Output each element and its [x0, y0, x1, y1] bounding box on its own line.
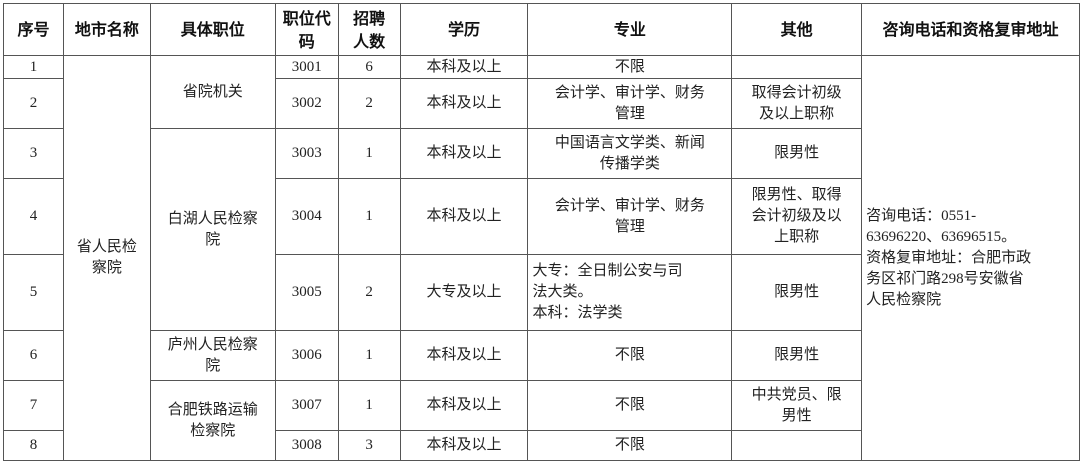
code-cell: 3004 — [274, 178, 339, 255]
other-cell: 限男性、取得 会计初级及以 上职称 — [731, 178, 863, 255]
header-code: 职位代 码 — [274, 3, 339, 56]
header-count: 招聘 人数 — [337, 3, 401, 56]
header-city: 地市名称 — [62, 3, 151, 56]
other-cell: 取得会计初级 及以上职称 — [731, 78, 863, 129]
education-cell: 本科及以上 — [399, 55, 529, 79]
header-major: 专业 — [527, 3, 733, 56]
code-cell: 3001 — [274, 55, 339, 79]
seq-cell: 8 — [3, 430, 64, 461]
count-cell: 1 — [337, 128, 401, 179]
seq-cell: 3 — [3, 128, 64, 179]
header-seq: 序号 — [3, 3, 64, 56]
header-position: 具体职位 — [149, 3, 276, 56]
code-cell: 3008 — [274, 430, 339, 461]
table-row: 2 3002 2 本科及以上 会计学、审计学、财务 管理 取得会计初级 及以上职称 — [3, 78, 1080, 129]
other-cell — [731, 430, 863, 461]
seq-cell: 6 — [3, 330, 64, 381]
code-cell: 3003 — [274, 128, 339, 179]
major-cell: 不限 — [527, 380, 733, 431]
count-cell: 1 — [337, 380, 401, 431]
seq-cell: 1 — [3, 55, 64, 79]
seq-cell: 5 — [3, 254, 64, 331]
other-cell: 限男性 — [731, 128, 863, 179]
header-contact: 咨询电话和资格复审地址 — [861, 3, 1080, 56]
position-cell: 白湖人民检察 院 — [149, 128, 276, 331]
seq-cell: 7 — [3, 380, 64, 431]
major-cell: 大专：全日制公安与司 法大类。 本科：法学类 — [527, 254, 733, 331]
table-row: 8 3008 3 本科及以上 不限 — [3, 430, 1080, 461]
table-row: 1 省人民检 察院 省院机关 3001 6 本科及以上 不限 咨询电话：0551- 63696… — [3, 55, 1080, 461]
table-row: 7 合肥铁路运输 检察院 3007 1 本科及以上 不限 中共党员、限 男性 — [3, 380, 1080, 461]
city-cell: 省人民检 察院 — [62, 55, 151, 461]
header-education: 学历 — [399, 3, 529, 56]
code-cell: 3006 — [274, 330, 339, 381]
count-cell: 2 — [337, 254, 401, 331]
position-cell: 庐州人民检察 院 — [149, 330, 276, 381]
table-row: 3 白湖人民检察 院 3003 1 本科及以上 中国语言文学类、新闻 传播学类 限男性 — [3, 128, 1080, 331]
education-cell: 本科及以上 — [399, 380, 529, 431]
table-row: 6 庐州人民检察 院 3006 1 本科及以上 不限 限男性 — [3, 330, 1080, 381]
code-cell: 3007 — [274, 380, 339, 431]
position-cell: 省院机关 — [149, 55, 276, 129]
major-cell: 会计学、审计学、财务 管理 — [527, 178, 733, 255]
education-cell: 大专及以上 — [399, 254, 529, 331]
education-cell: 本科及以上 — [399, 430, 529, 461]
header-other: 其他 — [731, 3, 863, 56]
table-row: 4 3004 1 本科及以上 会计学、审计学、财务 管理 限男性、取得 会计初级及以 上职… — [3, 178, 1080, 255]
other-cell: 中共党员、限 男性 — [731, 380, 863, 431]
position-cell: 合肥铁路运输 检察院 — [149, 380, 276, 461]
education-cell: 本科及以上 — [399, 330, 529, 381]
major-cell: 不限 — [527, 55, 733, 79]
count-cell: 1 — [337, 330, 401, 381]
major-cell: 会计学、审计学、财务 管理 — [527, 78, 733, 129]
major-cell: 不限 — [527, 330, 733, 381]
seq-cell: 2 — [3, 78, 64, 129]
count-cell: 1 — [337, 178, 401, 255]
other-cell: 限男性 — [731, 254, 863, 331]
code-cell: 3002 — [274, 78, 339, 129]
major-cell: 中国语言文学类、新闻 传播学类 — [527, 128, 733, 179]
seq-cell: 4 — [3, 178, 64, 255]
major-cell: 不限 — [527, 430, 733, 461]
header-row: 序号 地市名称 具体职位 职位代 码招聘 人数 学历 专业 其他 咨询电话和资格复审地址 — [3, 3, 1080, 56]
education-cell: 本科及以上 — [399, 178, 529, 255]
other-cell — [731, 55, 863, 79]
count-cell: 3 — [337, 430, 401, 461]
contact-cell: 咨询电话：0551- 63696220、63696515。 资格复审地址：合肥市… — [861, 55, 1080, 461]
other-cell: 限男性 — [731, 330, 863, 381]
count-cell: 6 — [337, 55, 401, 79]
count-cell: 2 — [337, 78, 401, 129]
code-cell: 3005 — [274, 254, 339, 331]
education-cell: 本科及以上 — [399, 78, 529, 129]
education-cell: 本科及以上 — [399, 128, 529, 179]
